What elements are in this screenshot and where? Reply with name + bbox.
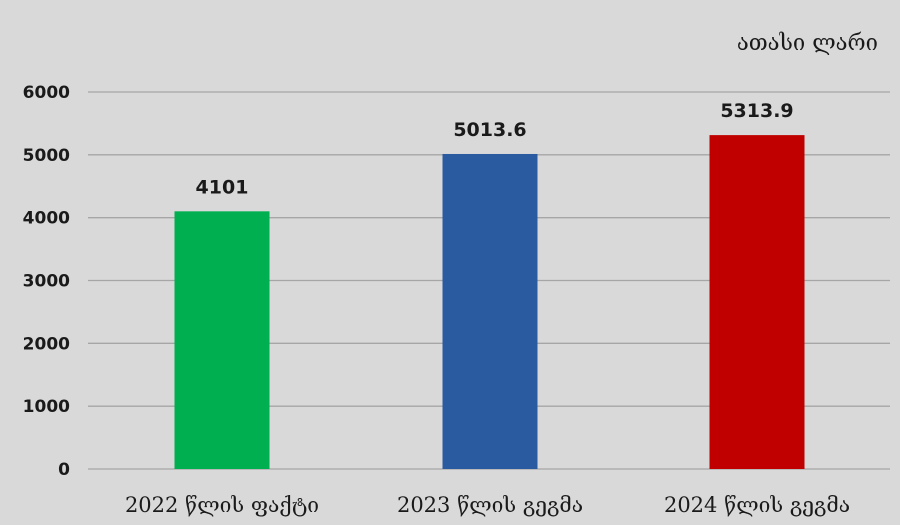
y-tick-label: 3000 bbox=[23, 272, 70, 292]
bar-2 bbox=[442, 153, 538, 469]
category-label-1: 2022 წლის ფაქტი bbox=[125, 493, 319, 517]
category-label-2: 2023 წლის გეგმა bbox=[397, 493, 583, 517]
x-axis-categories: 2022 წლის ფაქტი 2023 წლის გეგმა 2024 წლის … bbox=[125, 493, 850, 517]
bars bbox=[174, 135, 805, 469]
y-axis-ticks: 0 1000 2000 3000 4000 5000 6000 bbox=[23, 83, 70, 480]
y-tick-label: 2000 bbox=[23, 334, 70, 354]
data-labels: 4101 5013.6 5313.9 bbox=[196, 100, 794, 198]
y-tick-label: 0 bbox=[58, 460, 70, 480]
y-tick-label: 6000 bbox=[23, 83, 70, 103]
y-tick-label: 5000 bbox=[23, 146, 70, 166]
bar-3 bbox=[709, 135, 805, 469]
data-label-3: 5313.9 bbox=[720, 100, 793, 122]
unit-label: ათასი ლარი bbox=[737, 31, 878, 56]
data-label-1: 4101 bbox=[196, 176, 249, 198]
y-tick-label: 4000 bbox=[23, 209, 70, 229]
y-tick-label: 1000 bbox=[23, 397, 70, 417]
data-label-2: 5013.6 bbox=[453, 119, 526, 141]
category-label-3: 2024 წლის გეგმა bbox=[664, 493, 850, 517]
bar-1 bbox=[174, 211, 270, 469]
